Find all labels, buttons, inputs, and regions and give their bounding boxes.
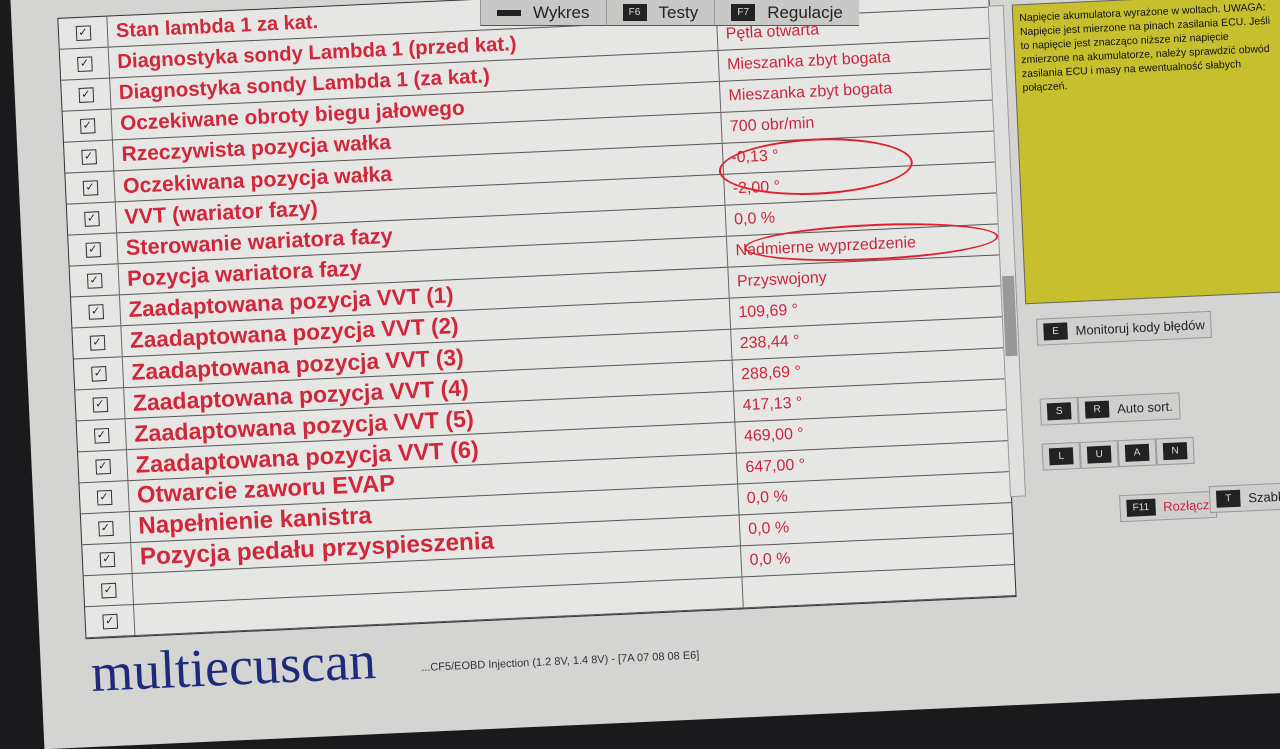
checkbox[interactable]: ✓: [99, 551, 115, 568]
checkbox[interactable]: ✓: [90, 365, 107, 382]
key-badge: A: [1124, 443, 1150, 462]
button-label: Auto sort.: [1116, 398, 1174, 417]
row-checkbox-cell: ✓: [61, 78, 112, 111]
row-checkbox-cell: ✓: [76, 419, 127, 452]
row-checkbox-cell: ✓: [58, 16, 109, 49]
key-badge: R: [1084, 400, 1110, 419]
row-checkbox-cell: ✓: [63, 140, 115, 173]
tab-chart[interactable]: Wykres: [480, 0, 606, 26]
auto-sort-button[interactable]: R Auto sort.: [1077, 392, 1181, 424]
checkbox[interactable]: ✓: [80, 148, 97, 165]
checkbox[interactable]: ✓: [82, 179, 98, 196]
checkbox[interactable]: ✓: [77, 86, 94, 103]
scrollbar-thumb[interactable]: [1002, 275, 1018, 357]
key-badge: F7: [731, 4, 756, 21]
checkbox[interactable]: ✓: [85, 241, 101, 258]
checkbox[interactable]: ✓: [93, 427, 110, 444]
checkbox[interactable]: ✓: [76, 55, 93, 72]
row-checkbox-cell: ✓: [80, 512, 132, 545]
checkbox[interactable]: ✓: [86, 272, 103, 289]
checkbox[interactable]: ✓: [87, 303, 104, 320]
row-checkbox-cell: ✓: [69, 264, 120, 297]
button-label: Monitoruj kody błędów: [1075, 317, 1206, 339]
row-checkbox-cell: ✓: [83, 574, 134, 607]
key-badge: L: [1048, 447, 1074, 466]
checkbox[interactable]: ✓: [101, 613, 118, 629]
key-badge: F11: [1126, 498, 1156, 517]
checkbox[interactable]: ✓: [92, 396, 108, 413]
u-button[interactable]: U: [1079, 440, 1119, 469]
tab-adjustments[interactable]: F7 Regulacje: [714, 0, 859, 26]
key-badge: F6: [622, 4, 647, 21]
tab-bar: Wykres F6 Testy F7 Regulacje: [480, 0, 859, 26]
row-checkbox-cell: ✓: [75, 388, 126, 421]
tab-label: Wykres: [533, 2, 590, 22]
row-checkbox-cell: ✓: [82, 543, 133, 576]
tab-label: Regulacje: [767, 2, 843, 22]
checkbox[interactable]: ✓: [75, 24, 91, 41]
tab-label: Testy: [658, 2, 699, 22]
key-badge: T: [1215, 489, 1241, 508]
logo: multiecuscan: [89, 630, 378, 703]
status-bar-text: ...CF5/EOBD Injection (1.2 8V, 1.4 8V) -…: [420, 649, 700, 675]
key-badge: S: [1046, 402, 1072, 421]
checkbox[interactable]: ✓: [83, 210, 100, 227]
row-checkbox-cell: ✓: [62, 109, 113, 142]
a-button[interactable]: A: [1117, 438, 1157, 468]
key-badge: [497, 9, 521, 16]
row-checkbox-cell: ✓: [72, 326, 123, 359]
row-checkbox-cell: ✓: [73, 357, 125, 390]
row-checkbox-cell: ✓: [78, 450, 129, 483]
s-button[interactable]: S: [1039, 396, 1079, 426]
checkbox[interactable]: ✓: [100, 582, 117, 598]
key-badge: U: [1086, 445, 1112, 464]
row-checkbox-cell: ✓: [65, 171, 116, 204]
key-badge: N: [1162, 442, 1188, 461]
monitor-dtc-button[interactable]: E Monitoruj kody błędów: [1035, 310, 1213, 346]
checkbox[interactable]: ✓: [89, 334, 105, 351]
button-label: Szablony: [1247, 487, 1280, 506]
l-button[interactable]: L: [1041, 441, 1081, 471]
checkbox[interactable]: ✓: [97, 520, 114, 537]
checkbox[interactable]: ✓: [94, 458, 111, 475]
checkbox[interactable]: ✓: [79, 117, 96, 134]
row-checkbox-cell: ✓: [68, 233, 119, 266]
templates-button[interactable]: T Szablony: [1208, 481, 1280, 514]
row-checkbox-cell: ✓: [79, 481, 130, 514]
app-window: ✓ Stan lambda 1 za kat. ✓ Diagnostyka sondy…: [10, 0, 1280, 749]
button-label: Rozłącz: [1162, 497, 1210, 515]
parameters-table: ✓ Stan lambda 1 za kat. ✓ Diagnostyka sondy…: [57, 0, 1017, 640]
help-box: Napięcie akumulatora wyrażone w woltach.…: [1011, 0, 1280, 305]
tab-tests[interactable]: F6 Testy: [605, 0, 715, 26]
row-checkbox-cell: ✓: [59, 47, 111, 80]
row-checkbox-cell: ✓: [66, 202, 118, 235]
checkbox[interactable]: ✓: [96, 489, 112, 506]
key-badge: E: [1043, 322, 1068, 341]
row-checkbox-cell: ✓: [85, 605, 136, 638]
row-checkbox-cell: ✓: [71, 295, 122, 328]
n-button[interactable]: N: [1155, 436, 1195, 466]
disconnect-button[interactable]: F11 Rozłącz: [1119, 490, 1217, 523]
